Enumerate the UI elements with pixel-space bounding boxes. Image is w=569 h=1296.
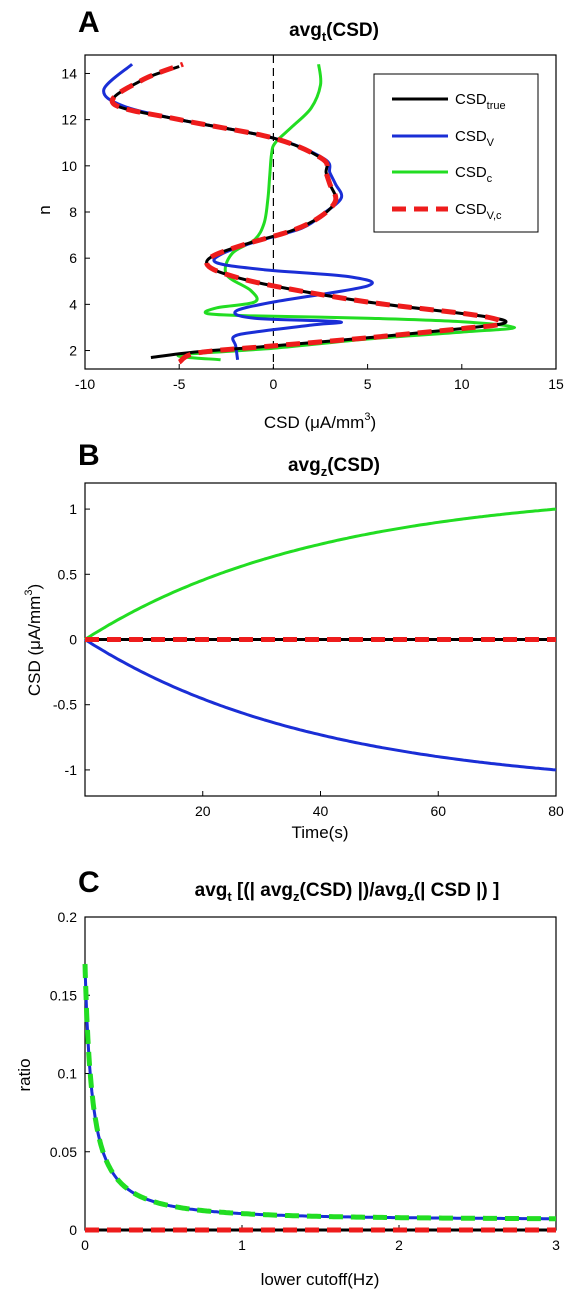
- x-tick-label: 20: [195, 803, 211, 819]
- y-tick-label: 10: [61, 158, 77, 174]
- panel-a-xlabel: CSD (μA/mm3): [264, 411, 376, 432]
- y-tick-label: 6: [69, 250, 77, 266]
- x-tick-label: 60: [430, 803, 446, 819]
- y-tick-label: 0: [69, 632, 77, 648]
- y-tick-label: -0.5: [53, 697, 77, 713]
- y-tick-label: 4: [69, 296, 77, 312]
- series-line-v: [84, 638, 557, 772]
- y-tick-label: 2: [69, 343, 77, 359]
- panel-a-legend: CSDtrue CSDV CSDc CSDV,c: [373, 73, 539, 233]
- x-tick-label: 40: [313, 803, 329, 819]
- y-tick-label: 0.05: [50, 1144, 77, 1160]
- y-tick-label: 8: [69, 204, 77, 220]
- legend-label-c: CSDc: [455, 164, 493, 185]
- panel-a-lines: [102, 55, 517, 369]
- panel-b: B avgz(CSD) 20 40 60 80 -1 -0.5 0 0.5 1 CSD (μA/…: [23, 439, 564, 842]
- legend-label-true: CSDtrue: [455, 91, 506, 112]
- x-tick-label: 0: [81, 1237, 89, 1253]
- panel-c-title: avgt [(| avgz(CSD) |)/avgz(| CSD |) ]: [195, 880, 500, 904]
- series-line-c: [82, 963, 556, 1222]
- x-tick-label: 5: [364, 376, 372, 392]
- x-tick-label: 15: [548, 376, 564, 392]
- y-tick-label: 12: [61, 112, 77, 128]
- legend-label-v: CSDV: [455, 128, 495, 149]
- y-tick-label: -1: [65, 762, 78, 778]
- panel-c-xlabel: lower cutoff(Hz): [261, 1270, 380, 1289]
- panel-b-ylabel: CSD (μA/mm3): [23, 584, 44, 696]
- panel-a-ylabel: n: [35, 205, 54, 214]
- x-tick-label: 80: [548, 803, 564, 819]
- panel-c: C avgt [(| avgz(CSD) |)/avgz(| CSD |) ] …: [15, 866, 560, 1289]
- legend-label-vc: CSDV,c: [455, 201, 502, 222]
- panel-letter-c: C: [78, 866, 100, 899]
- y-tick-label: 0.5: [58, 566, 78, 582]
- series-line-v: [83, 963, 556, 1221]
- panel-b-title: avgz(CSD): [288, 455, 380, 479]
- x-tick-label: 2: [395, 1237, 403, 1253]
- x-tick-label: 3: [552, 1237, 560, 1253]
- y-tick-label: 0.15: [50, 987, 77, 1003]
- x-tick-label: 1: [238, 1237, 246, 1253]
- panel-c-ylabel: ratio: [15, 1058, 34, 1091]
- x-tick-label: 0: [270, 376, 278, 392]
- series-line-v: [102, 63, 374, 360]
- panel-b-lines: [84, 507, 557, 772]
- x-tick-label: -10: [75, 376, 95, 392]
- panel-c-axes-box: [84, 916, 557, 1231]
- series-line-c: [176, 64, 517, 362]
- panel-a: A avgt(CSD) -10 -5 0 5 10 15 2 4 6 8 10 12 14 n CSD …: [35, 6, 564, 432]
- panel-c-lines: [82, 963, 556, 1233]
- y-tick-label: 1: [69, 501, 77, 517]
- y-tick-label: 0: [69, 1222, 77, 1238]
- x-tick-label: 10: [454, 376, 470, 392]
- y-tick-label: 0.1: [58, 1066, 78, 1082]
- panel-a-ticks: -10 -5 0 5 10 15 2 4 6 8 10 12 14: [61, 65, 564, 392]
- panel-b-ticks: 20 40 60 80 -1 -0.5 0 0.5 1: [53, 501, 564, 819]
- y-tick-label: 0.2: [58, 909, 78, 925]
- panel-b-xlabel: Time(s): [292, 823, 349, 842]
- panel-letter-b: B: [78, 439, 100, 472]
- panel-letter-a: A: [78, 6, 100, 39]
- x-tick-label: -5: [173, 376, 186, 392]
- series-line-c: [84, 507, 557, 641]
- panel-c-ticks: 0 1 2 3 0 0.05 0.1 0.15 0.2: [50, 909, 560, 1253]
- panel-a-title: avgt(CSD): [289, 20, 379, 44]
- y-tick-label: 14: [61, 65, 77, 81]
- series-line-vc: [109, 61, 504, 365]
